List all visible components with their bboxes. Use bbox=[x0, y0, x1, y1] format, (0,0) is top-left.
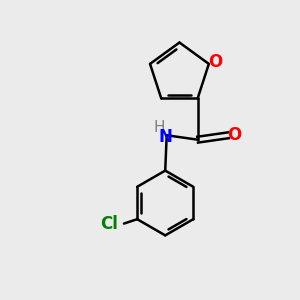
Text: O: O bbox=[227, 126, 242, 144]
Text: N: N bbox=[158, 128, 172, 146]
Text: Cl: Cl bbox=[100, 214, 118, 232]
Text: H: H bbox=[154, 120, 165, 135]
Text: O: O bbox=[208, 53, 223, 71]
